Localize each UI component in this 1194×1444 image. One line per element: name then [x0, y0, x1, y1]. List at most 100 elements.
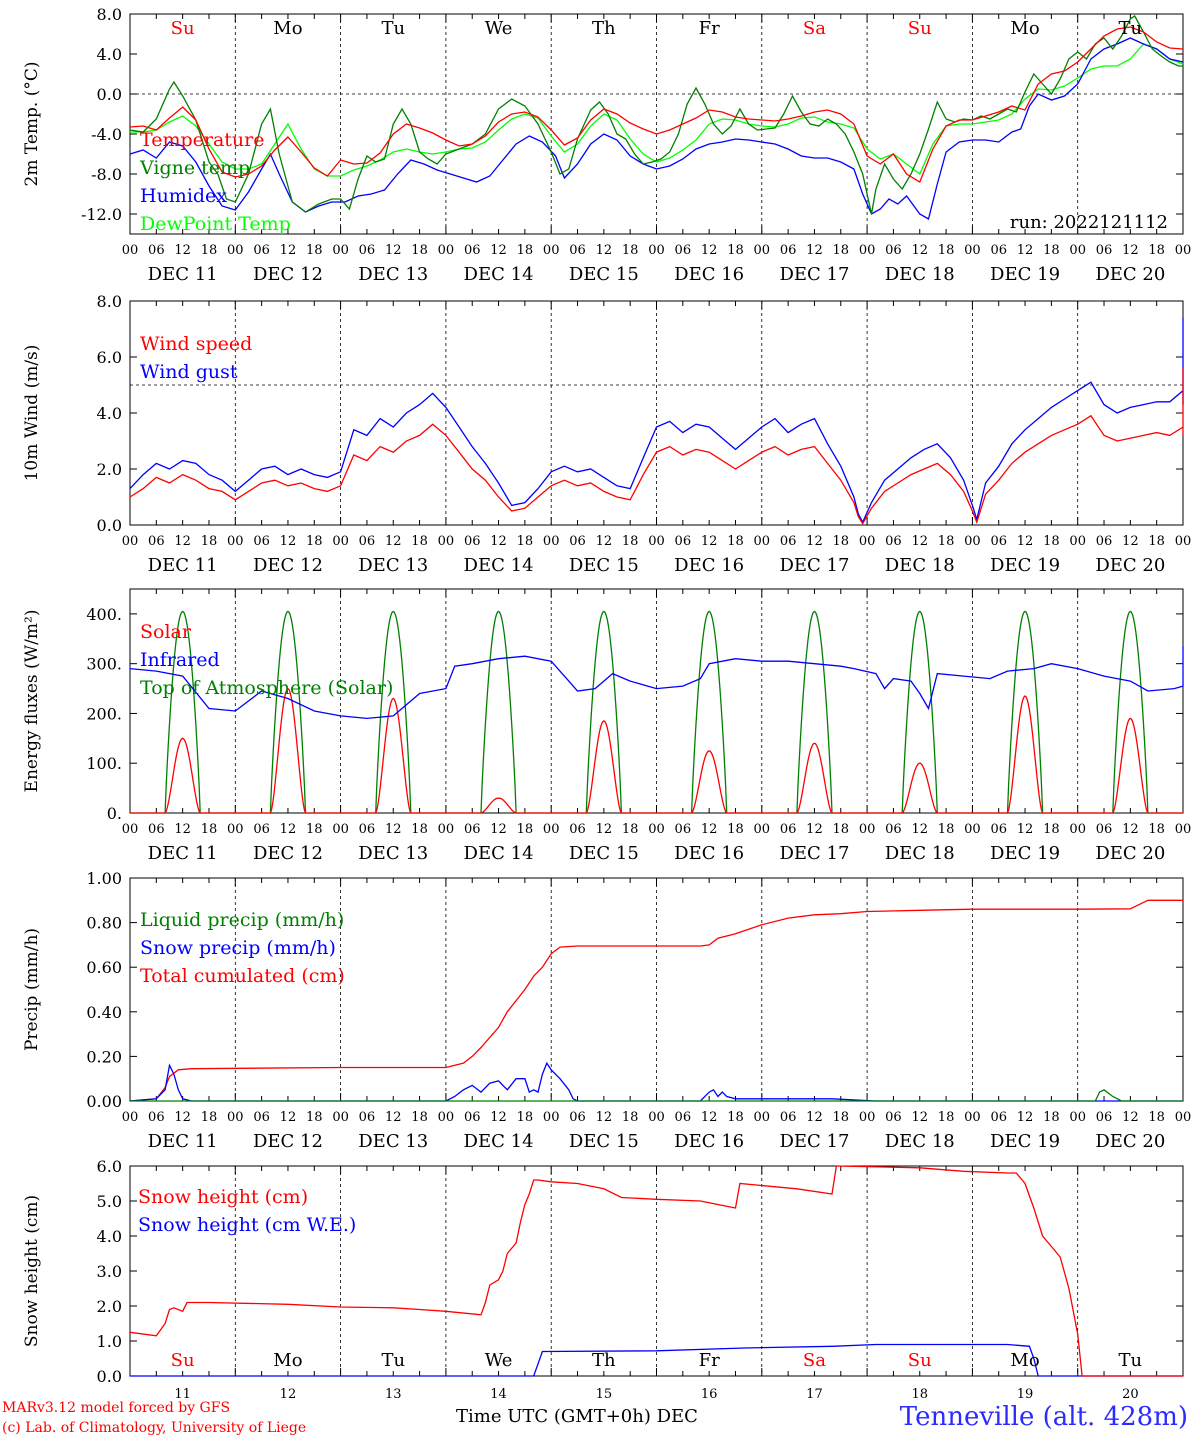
hour-tick-label: 06 [569, 243, 586, 258]
hour-tick-label: 00 [332, 1110, 349, 1125]
hour-tick-label: 12 [385, 243, 402, 258]
day-number-label: 16 [701, 1387, 718, 1402]
y-tick-label: 0.0 [97, 85, 122, 104]
hour-tick-label: 12 [806, 243, 823, 258]
solar-line [761, 742, 868, 814]
solar-line [867, 762, 973, 814]
hour-tick-label: 00 [754, 822, 771, 837]
hour-tick-label: 18 [411, 822, 428, 837]
date-label: DEC 11 [148, 264, 218, 285]
day-number-label: 15 [596, 1387, 613, 1402]
y-tick-label: 4.0 [97, 1227, 122, 1246]
series-line [129, 26, 1184, 183]
hour-tick-label: 18 [727, 243, 744, 258]
hour-tick-label: 06 [885, 243, 902, 258]
hour-tick-label: 18 [306, 822, 323, 837]
hour-tick-label: 06 [1096, 1110, 1113, 1125]
hour-tick-label: 00 [227, 534, 244, 549]
date-label: DEC 13 [358, 843, 428, 864]
date-label: DEC 15 [569, 843, 639, 864]
date-label: DEC 19 [990, 264, 1060, 285]
hour-tick-label: 06 [253, 243, 270, 258]
hour-tick-label: 18 [727, 822, 744, 837]
y-tick-label: 0.20 [86, 1047, 122, 1066]
hour-tick-label: 00 [859, 1110, 876, 1125]
y-tick-label: 200. [86, 704, 122, 723]
hour-tick-label: 12 [911, 534, 928, 549]
y-tick-label: -4.0 [91, 125, 122, 144]
hour-tick-label: 18 [517, 822, 534, 837]
hour-tick-label: 06 [253, 1110, 270, 1125]
hour-tick-label: 18 [201, 243, 218, 258]
hour-tick-label: 18 [411, 1110, 428, 1125]
hour-tick-label: 12 [280, 1110, 297, 1125]
weekday-label: Sa [803, 18, 826, 39]
toa-solar-line [972, 610, 1078, 814]
date-label: DEC 18 [885, 264, 955, 285]
legend-entry: DewPoint Temp [140, 213, 291, 235]
hour-tick-label: 12 [174, 1110, 191, 1125]
hour-tick-label: 18 [1043, 1110, 1060, 1125]
hour-tick-label: 00 [754, 1110, 771, 1125]
hour-tick-label: 06 [148, 243, 165, 258]
hour-tick-label: 06 [1096, 822, 1113, 837]
hour-tick-label: 06 [990, 1110, 1007, 1125]
date-label: DEC 12 [253, 843, 323, 864]
hour-tick-label: 12 [701, 534, 718, 549]
weekday-label: Tu [381, 18, 405, 39]
y-tick-label: 300. [86, 655, 122, 674]
hour-tick-label: 06 [359, 243, 376, 258]
hour-tick-label: 12 [1017, 1110, 1034, 1125]
y-axis-label: Precip (mm/h) [22, 928, 42, 1051]
hour-tick-label: 00 [543, 534, 560, 549]
hour-tick-label: 06 [464, 822, 481, 837]
date-label: DEC 11 [148, 555, 218, 576]
legend-entry: Snow height (cm) [138, 1186, 308, 1208]
solar-line [972, 695, 1078, 814]
hour-tick-label: 12 [1122, 822, 1139, 837]
hour-tick-label: 12 [596, 822, 613, 837]
hour-tick-label: 06 [885, 822, 902, 837]
hour-tick-label: 06 [569, 822, 586, 837]
hour-tick-label: 06 [464, 243, 481, 258]
series-line [129, 899, 1183, 1102]
hour-tick-label: 00 [332, 534, 349, 549]
date-label: DEC 14 [464, 264, 534, 285]
date-label: DEC 16 [674, 555, 744, 576]
hour-tick-label: 18 [411, 534, 428, 549]
weekday-label: Fr [699, 18, 720, 39]
date-label: DEC 20 [1095, 843, 1165, 864]
date-label: DEC 13 [358, 264, 428, 285]
x-axis-title-suffix: DEC [656, 1406, 698, 1427]
hour-tick-label: 06 [780, 1110, 797, 1125]
hour-tick-label: 00 [964, 534, 981, 549]
hour-tick-label: 18 [938, 822, 955, 837]
legend-entry: Top of Atmosphere (Solar) [140, 677, 393, 699]
hour-tick-label: 00 [122, 534, 139, 549]
hour-tick-label: 06 [148, 1110, 165, 1125]
hour-tick-label: 18 [411, 243, 428, 258]
hour-tick-label: 12 [1017, 243, 1034, 258]
toa-solar-line [551, 610, 657, 814]
hour-tick-label: 00 [754, 243, 771, 258]
y-tick-label: 3.0 [97, 1262, 122, 1281]
hour-tick-label: 18 [622, 243, 639, 258]
hour-tick-label: 18 [833, 1110, 850, 1125]
hour-tick-label: 06 [780, 534, 797, 549]
hour-tick-label: 06 [990, 243, 1007, 258]
y-tick-label: 100. [86, 754, 122, 773]
y-axis-label: Energy fluxes (W/m²) [22, 610, 42, 793]
hour-tick-label: 18 [622, 1110, 639, 1125]
legend-entry: Liquid precip (mm/h) [140, 909, 344, 931]
date-label: DEC 11 [148, 1131, 218, 1152]
weekday-label: Su [171, 18, 195, 39]
date-label: DEC 12 [253, 264, 323, 285]
date-label: DEC 13 [358, 555, 428, 576]
hour-tick-label: 00 [648, 534, 665, 549]
hour-tick-label: 12 [1017, 534, 1034, 549]
hour-tick-label: 18 [201, 1110, 218, 1125]
hour-tick-label: 12 [280, 243, 297, 258]
hour-tick-label: 12 [911, 822, 928, 837]
weekday-label: Tu [381, 1350, 405, 1371]
